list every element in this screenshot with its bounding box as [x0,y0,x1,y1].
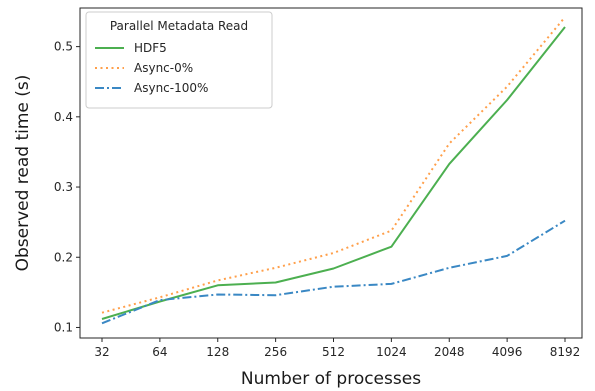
y-tick-label: 0.4 [54,110,73,124]
legend-items: HDF5 Async-0% Async-100% [95,41,208,95]
legend-label: HDF5 [134,41,167,55]
y-tick-label: 0.3 [54,180,73,194]
x-tick-label: 8192 [550,345,581,359]
series-line-hdf5 [101,26,566,320]
x-tick-label: 1024 [376,345,407,359]
x-tick-label: 512 [322,345,345,359]
legend-frame [85,11,273,109]
legend: Parallel Metadata Read HDF5 Async-0% Async… [85,11,273,109]
y-tick-label: 0.1 [54,320,73,334]
series-line-async-100 [101,219,566,325]
legend-label: Async-0% [134,61,193,75]
y-tick-label: 0.2 [54,250,73,264]
x-tick-label: 64 [152,345,167,359]
plot-frame [79,7,583,339]
y-axis: 0.1 0.2 0.3 0.4 0.5 [54,40,80,334]
x-tick-label: 2048 [434,345,465,359]
x-axis: 32 64 128 256 512 1024 2048 4096 8192 [94,338,580,359]
x-tick-label: 4096 [492,345,523,359]
series-lines [101,16,566,325]
x-axis-title: Number of processes [241,369,421,389]
legend-label: Async-100% [134,81,208,95]
legend-title: Parallel Metadata Read [110,19,248,33]
y-axis-title: Observed read time (s) [13,75,33,272]
x-tick-label: 256 [264,345,287,359]
x-tick-label: 128 [206,345,229,359]
y-tick-label: 0.5 [54,40,73,54]
x-tick-label: 32 [94,345,109,359]
